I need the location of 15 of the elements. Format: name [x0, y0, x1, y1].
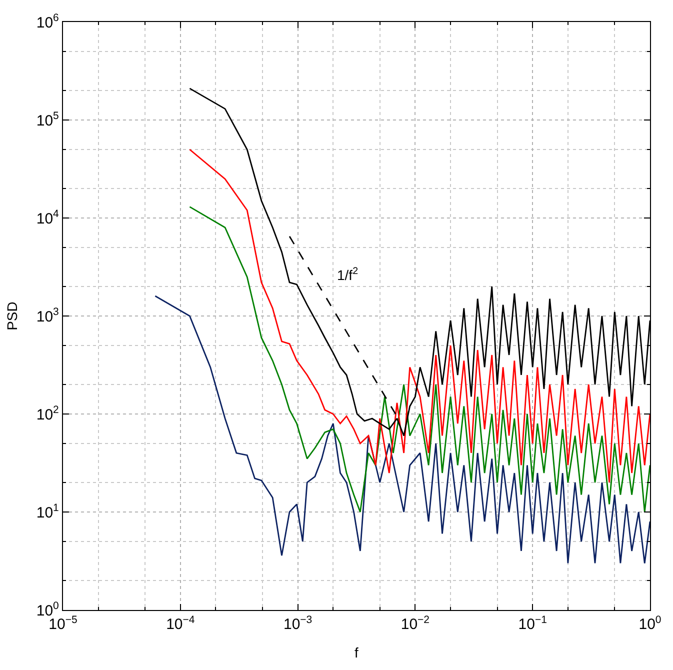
y-tick-label: 10$^{0}$ [36, 600, 60, 620]
x-tick-label: 10$^{−3}$ [283, 614, 312, 634]
x-axis-title: f [354, 644, 359, 660]
y-tick-label: 10$^{5}$ [36, 110, 60, 130]
y-axis-title: PSD [4, 302, 20, 330]
annotation: 1/f$^{2}$ [337, 266, 358, 283]
y-tick-label: 10$^{1}$ [36, 502, 60, 522]
x-tick-label: 10$^{−1}$ [518, 614, 548, 634]
y-tick-label: 10$^{4}$ [36, 208, 60, 228]
x-tick-label: 10$^{−4}$ [166, 614, 195, 634]
x-tick-label: 10$^{0}$ [638, 614, 662, 634]
y-tick-label: 10$^{3}$ [36, 306, 60, 326]
y-tick-label: 10$^{2}$ [36, 404, 60, 424]
y-tick-label: 10$^{6}$ [36, 12, 60, 32]
x-tick-label: 10$^{−2}$ [400, 614, 430, 634]
